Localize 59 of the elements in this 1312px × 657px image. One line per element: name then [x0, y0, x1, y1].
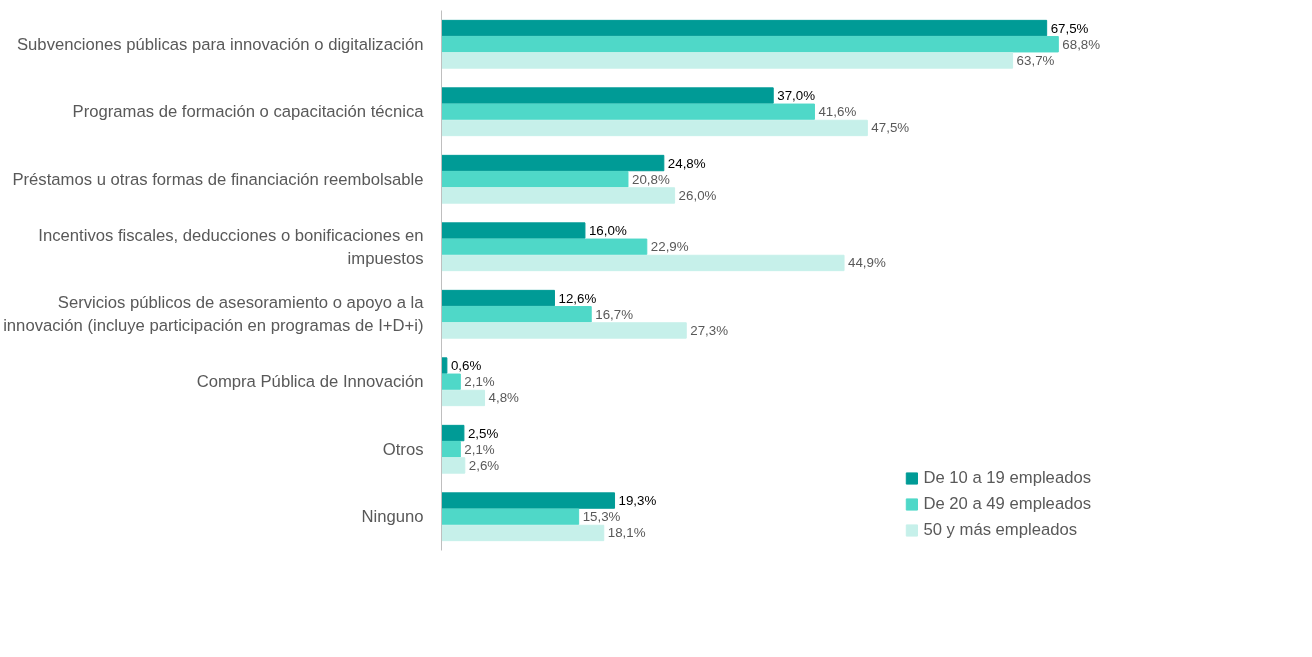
- legend-label: De 20 a 49 empleados: [923, 494, 1091, 514]
- data-label: 63,7%: [1016, 52, 1055, 68]
- data-label: 15,3%: [582, 509, 621, 525]
- data-label: 4,8%: [488, 390, 520, 406]
- bar: [441, 119, 868, 137]
- data-label: 47,5%: [871, 120, 910, 136]
- y-tick-label: Ninguno: [361, 507, 424, 527]
- bar: [441, 306, 592, 323]
- bar: [441, 254, 845, 272]
- y-tick-label: Subvenciones públicas para innovación o digitalización: [17, 34, 424, 54]
- bar: [441, 457, 466, 474]
- data-label: 16,7%: [595, 306, 634, 322]
- data-label: 19,3%: [618, 493, 657, 509]
- bar: [441, 171, 629, 188]
- data-label: 2,6%: [468, 457, 500, 473]
- data-label: 12,6%: [558, 290, 597, 306]
- data-label: 2,1%: [464, 374, 495, 390]
- data-label: 27,3%: [690, 322, 729, 338]
- bar: [441, 222, 586, 239]
- y-tick-label: Préstamos u otras formas de financiación reembolsable: [12, 169, 424, 189]
- bar: [441, 373, 461, 390]
- bar: [441, 508, 580, 525]
- legend-label: 50 y más empleados: [923, 520, 1078, 540]
- data-label: 41,6%: [818, 104, 857, 120]
- data-label: 24,8%: [667, 155, 706, 171]
- data-label: 44,9%: [848, 255, 886, 271]
- bar: [441, 441, 461, 458]
- data-label: 0,6%: [450, 358, 482, 374]
- bar: [441, 154, 665, 172]
- y-tick-label: Incentivos fiscales, deducciones o bonificaciones en impuestos: [38, 225, 424, 268]
- legend-label: De 10 a 19 empleados: [923, 468, 1091, 488]
- y-tick-label: Programas de formación o capacitación técnica: [72, 102, 425, 122]
- y-tick-label: Servicios públicos de asesoramiento o apoyo a la innovación (incluye participación en programas de I+D+i): [3, 293, 425, 336]
- bar: [441, 52, 1014, 69]
- y-tick-label: Compra Pública de Innovación: [196, 372, 424, 392]
- bar: [441, 524, 605, 542]
- bar: [441, 289, 555, 307]
- data-label: 18,1%: [607, 525, 646, 541]
- bar: [441, 19, 1048, 37]
- bar: [441, 389, 486, 407]
- bar: [441, 322, 687, 339]
- bar: [441, 357, 448, 374]
- bar: [441, 238, 648, 255]
- data-label: 2,1%: [464, 441, 495, 457]
- bar: [441, 492, 616, 509]
- y-tick-label: Otros: [382, 439, 424, 459]
- data-label: 16,0%: [588, 223, 627, 239]
- data-label: 37,0%: [777, 88, 816, 104]
- data-label: 68,8%: [1062, 36, 1101, 52]
- data-label: 67,5%: [1050, 20, 1089, 36]
- bar: [441, 103, 815, 120]
- data-label: 20,8%: [631, 171, 670, 187]
- bar: [441, 36, 1059, 53]
- data-label: 2,5%: [467, 425, 499, 441]
- data-label: 22,9%: [650, 239, 689, 255]
- data-label: 26,0%: [678, 187, 717, 203]
- bar: [441, 424, 465, 442]
- bar: [441, 187, 676, 204]
- bar: [441, 87, 774, 104]
